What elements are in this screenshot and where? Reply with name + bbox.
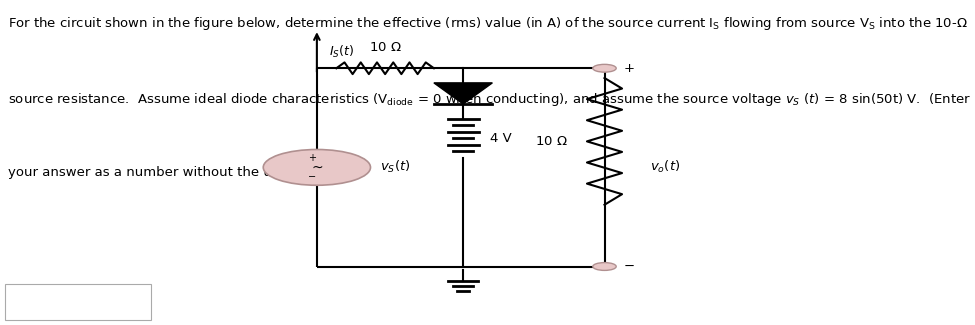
Text: −: − bbox=[624, 260, 635, 273]
Text: $I_S(t)$: $I_S(t)$ bbox=[329, 44, 354, 60]
Circle shape bbox=[593, 64, 616, 72]
Text: 4 V: 4 V bbox=[490, 132, 512, 145]
Text: source resistance.  Assume ideal diode characteristics (V$_\mathrm{diode}$ = 0 w: source resistance. Assume ideal diode ch… bbox=[8, 91, 971, 108]
FancyBboxPatch shape bbox=[5, 284, 151, 320]
Text: ~: ~ bbox=[311, 160, 323, 175]
Circle shape bbox=[593, 263, 616, 270]
Text: For the circuit shown in the figure below, determine the effective (rms) value (: For the circuit shown in the figure belo… bbox=[8, 15, 967, 32]
Text: $v_o(t)$: $v_o(t)$ bbox=[650, 159, 681, 176]
Text: +: + bbox=[308, 152, 316, 162]
Polygon shape bbox=[434, 83, 492, 104]
Text: 10 $\Omega$: 10 $\Omega$ bbox=[534, 135, 567, 148]
Text: −: − bbox=[308, 172, 316, 182]
Text: 10 $\Omega$: 10 $\Omega$ bbox=[369, 41, 402, 54]
Circle shape bbox=[263, 150, 370, 185]
Text: $v_S(t)$: $v_S(t)$ bbox=[380, 159, 410, 176]
Text: your answer as a number without the units.): your answer as a number without the unit… bbox=[8, 166, 305, 179]
Text: +: + bbox=[624, 62, 635, 75]
